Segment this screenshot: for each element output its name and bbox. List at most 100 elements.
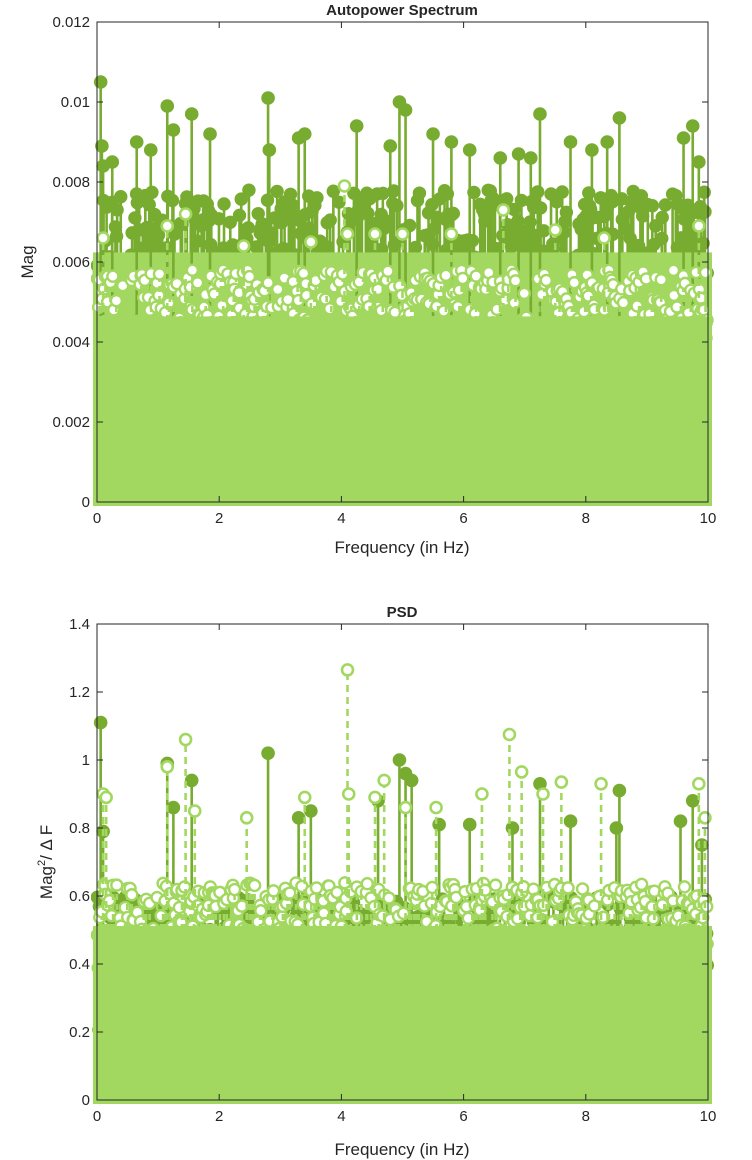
noise-marker: [677, 880, 692, 894]
peak-marker: [96, 231, 110, 245]
series-1: [91, 179, 714, 506]
noise-marker: [271, 282, 285, 297]
x-tick-label: 10: [700, 510, 717, 527]
peak-marker: [404, 773, 419, 788]
peak-marker: [291, 810, 306, 825]
y-tick-label: 0.4: [69, 956, 90, 973]
peak-marker: [166, 123, 181, 137]
peak-marker: [676, 131, 691, 145]
noise-marker: [488, 878, 503, 892]
peak-marker: [187, 804, 202, 818]
noise-marker: [381, 264, 395, 278]
y-tick-label: 0.002: [52, 414, 90, 431]
peak-marker: [514, 765, 529, 779]
series-1: [91, 663, 714, 1104]
x-tick-label: 0: [93, 510, 101, 527]
peak-marker: [368, 790, 382, 805]
noise-marker: [242, 183, 256, 197]
peak-marker: [337, 179, 352, 193]
noise-marker: [270, 184, 284, 199]
x-tick-label: 10: [700, 1108, 717, 1125]
noise-marker: [227, 882, 242, 897]
noise-marker: [152, 267, 167, 281]
peak-marker: [444, 135, 459, 149]
peak-marker: [398, 103, 413, 117]
peak-marker: [612, 783, 627, 798]
y-tick-label: 0.008: [52, 174, 90, 191]
peak-marker: [462, 817, 477, 832]
y-tick-label: 0.006: [52, 254, 90, 271]
peak-marker: [304, 804, 318, 818]
noise-marker: [261, 276, 275, 290]
noise-marker: [456, 271, 470, 286]
peak-marker: [524, 151, 538, 165]
noise-marker: [698, 205, 712, 219]
noise-marker: [700, 899, 714, 914]
peak-marker: [692, 155, 706, 169]
peak-marker: [692, 776, 706, 791]
axes: 0 2 4 6 8 10 0 0.2 0.4 0.6 0.8 1 1.2 1.4: [69, 616, 716, 1125]
peak-marker: [496, 203, 511, 217]
noise-marker: [247, 878, 262, 893]
x-tick-label: 4: [337, 510, 345, 527]
y-tick-label: 0.6: [69, 888, 90, 905]
y-axis-title-rest: / Δ F: [37, 825, 56, 860]
noise-marker: [698, 265, 713, 280]
peak-marker: [493, 151, 508, 165]
noise-marker: [645, 199, 660, 213]
peak-marker: [685, 793, 700, 808]
peak-marker: [600, 135, 614, 149]
peak-marker: [203, 127, 217, 141]
noise-marker: [321, 240, 335, 254]
autopower-spectrum-chart: Autopower Spectrum 0 2 4 6 8 10 0 0.002 0.004 0.0…: [18, 2, 716, 557]
peak-marker: [444, 227, 459, 241]
noise-marker: [396, 906, 411, 921]
noise-marker: [658, 198, 673, 212]
peak-marker: [143, 143, 158, 157]
noise-marker: [567, 275, 581, 290]
peak-marker: [349, 119, 364, 133]
peak-marker: [597, 231, 611, 245]
peak-marker: [105, 155, 120, 169]
noise-marker: [190, 276, 205, 290]
x-tick-label: 2: [215, 1108, 223, 1125]
peak-marker: [392, 753, 407, 767]
peak-marker: [511, 147, 526, 161]
noise-marker: [266, 884, 281, 898]
peak-marker: [236, 239, 251, 253]
peak-marker: [304, 235, 318, 249]
noise-marker: [309, 881, 324, 895]
noise-marker: [634, 877, 649, 891]
peak-marker: [129, 135, 144, 149]
noise-marker: [469, 269, 483, 283]
noise-marker: [655, 897, 670, 912]
peak-marker: [99, 790, 113, 805]
noise-marker: [376, 186, 390, 201]
noise-marker: [332, 195, 346, 209]
peak-marker: [95, 139, 109, 153]
noise-marker: [125, 888, 139, 902]
y-tick-label: 0: [82, 1092, 90, 1109]
noise-marker: [185, 263, 200, 277]
peak-marker: [340, 227, 355, 241]
dense-band: [93, 925, 712, 1104]
noise-marker: [223, 215, 237, 230]
noise-marker: [403, 218, 417, 233]
noise-marker: [461, 911, 475, 925]
peak-marker: [160, 759, 175, 774]
peak-marker: [536, 787, 550, 801]
noise-marker: [285, 198, 300, 212]
noise-marker: [106, 269, 120, 283]
peak-marker: [262, 143, 277, 157]
peak-marker: [178, 207, 193, 221]
peak-marker: [297, 790, 312, 805]
peak-marker: [563, 814, 578, 829]
peak-marker: [692, 219, 706, 233]
peak-marker: [462, 143, 477, 157]
plot-area: [91, 75, 714, 506]
noise-marker: [539, 273, 553, 288]
noise-marker: [232, 208, 247, 223]
y-axis-title: Mag: [18, 245, 37, 278]
y-tick-label: 0.2: [69, 1024, 90, 1041]
noise-marker: [555, 185, 569, 199]
